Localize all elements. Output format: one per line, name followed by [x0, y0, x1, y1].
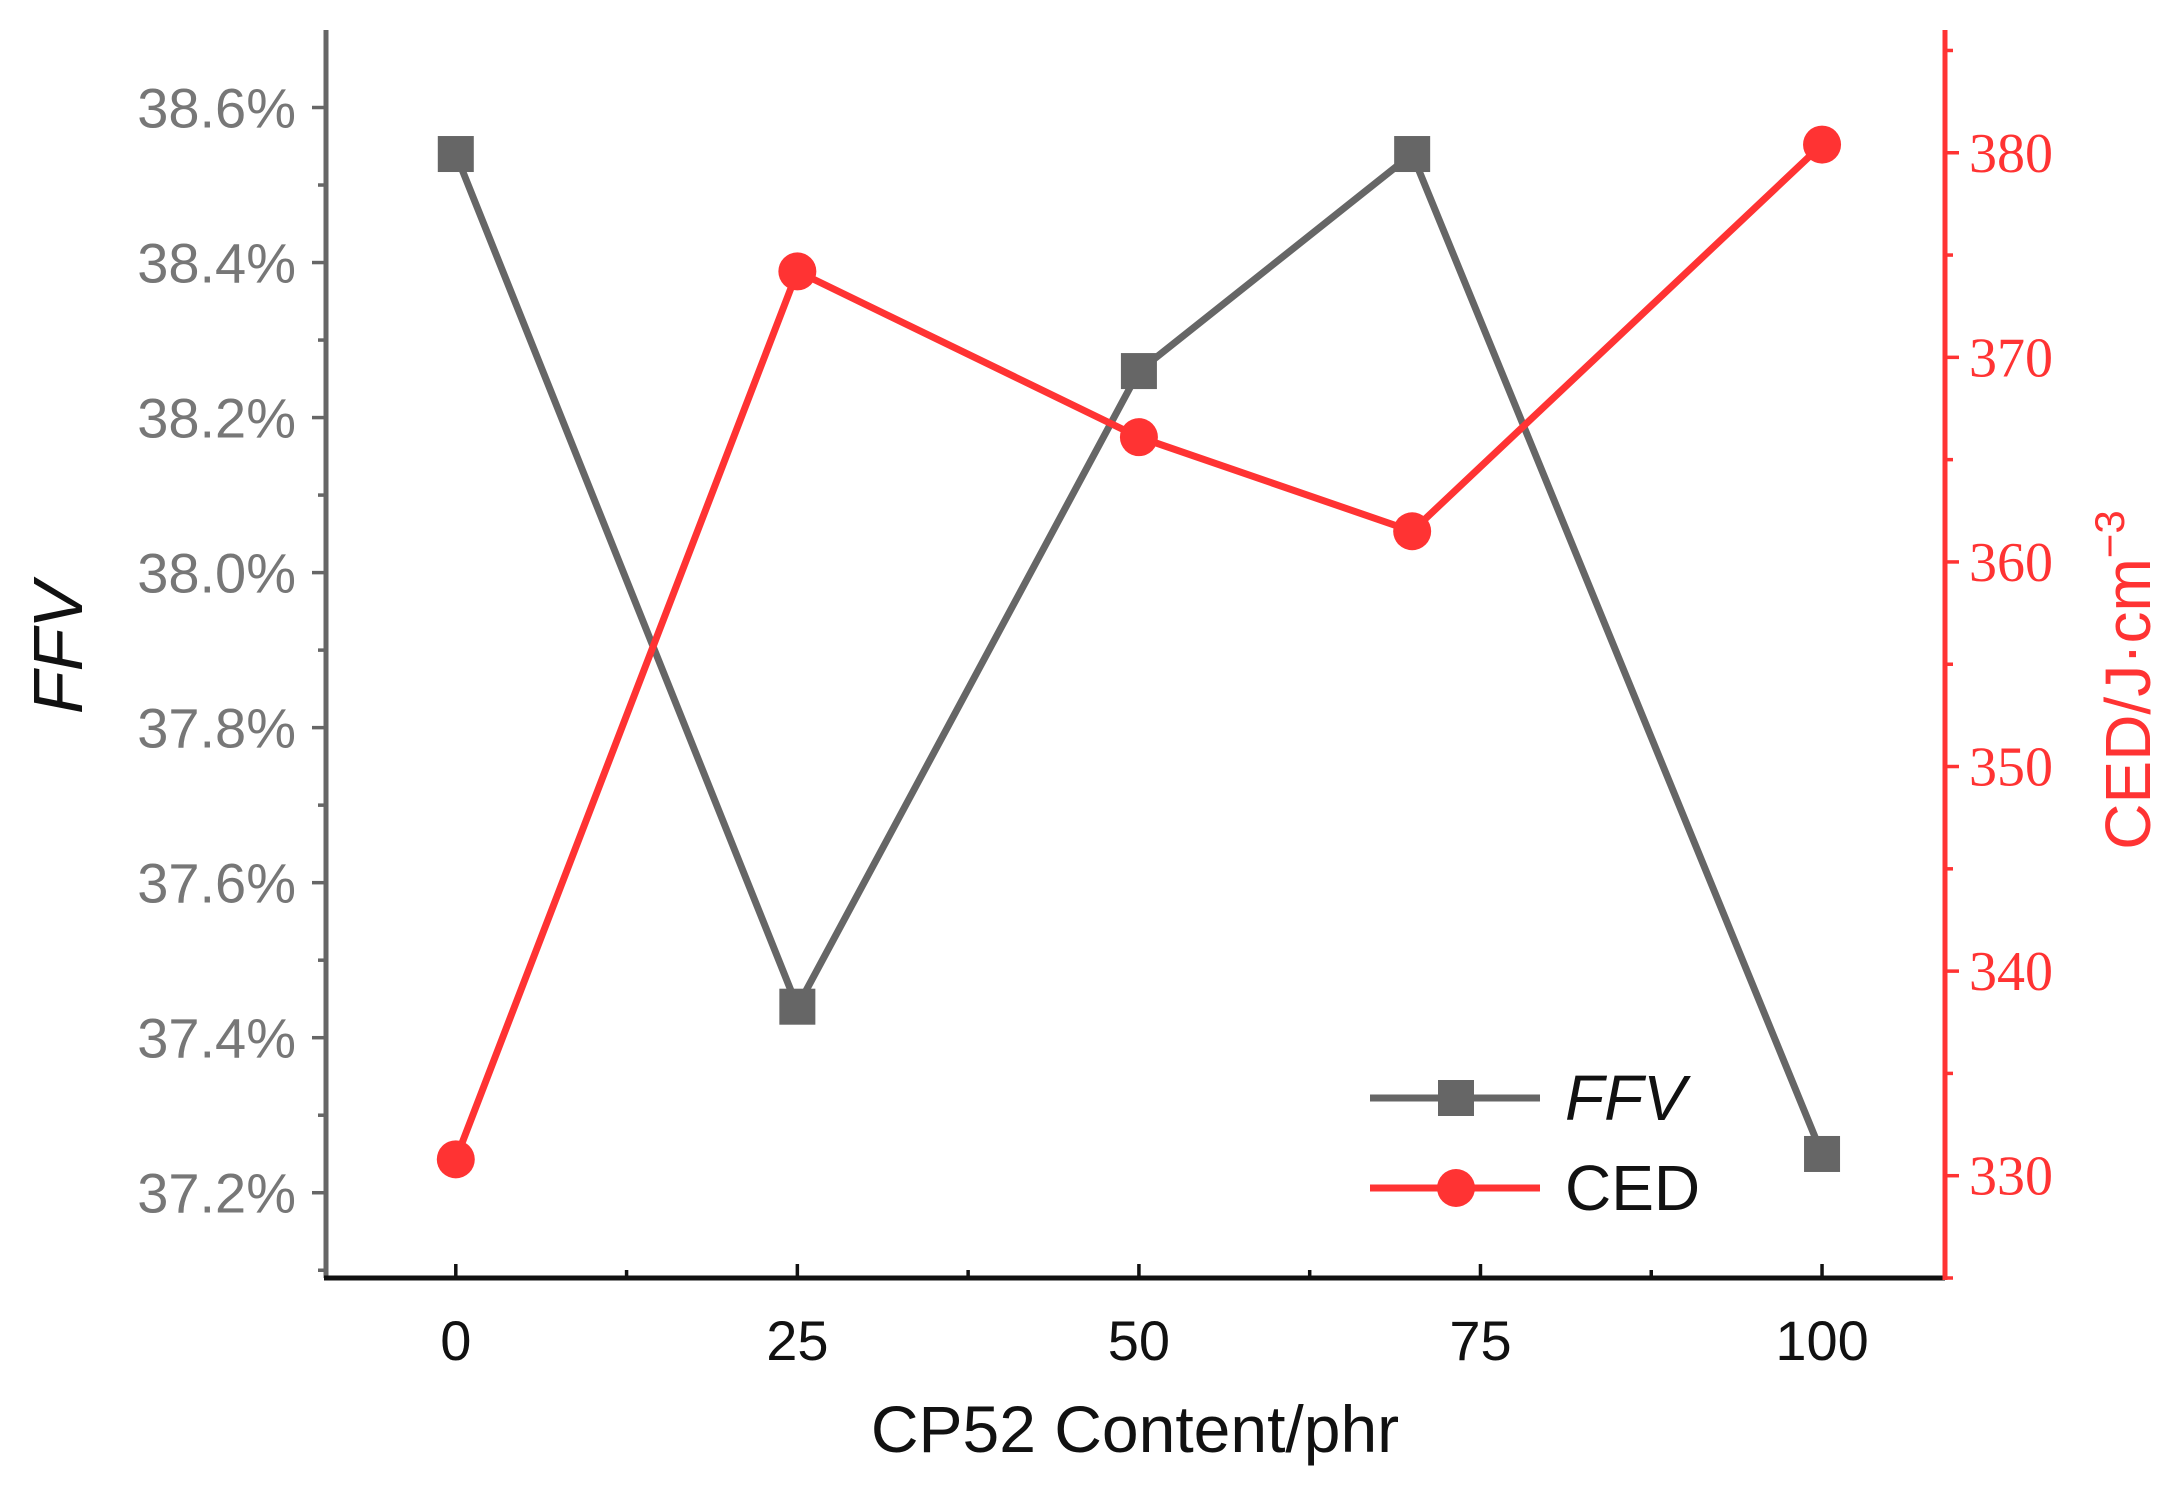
- y2-axis-title-sup: −3: [2086, 510, 2133, 558]
- point-ced: [1803, 125, 1842, 164]
- point-ced: [778, 252, 817, 291]
- left-axis-ticks: 37.2% 37.4% 37.6% 37.8% 38.0% 38.2% 38.4% 38.6%: [137, 77, 326, 1272]
- point-ced: [1119, 418, 1158, 457]
- series-line-ffv: [452, 148, 1826, 1156]
- y2-axis-title-main: CED/J·cm: [2092, 558, 2164, 850]
- x-axis-title: CP52 Content/phr: [871, 1392, 1399, 1466]
- point-ffv: [1804, 1135, 1841, 1172]
- y-tick-label: 38.6%: [137, 77, 296, 140]
- point-ffv: [1120, 353, 1157, 390]
- y-tick-label: 37.8%: [137, 697, 296, 760]
- point-ffv: [779, 988, 816, 1025]
- x-tick-label: 25: [766, 1309, 828, 1372]
- y2-axis-title: CED/J·cm−3: [2086, 510, 2164, 849]
- y2-tick-label: 360: [1969, 532, 2053, 594]
- y2-tick-label: 370: [1969, 327, 2053, 389]
- legend-ced-marker: [1437, 1169, 1475, 1207]
- y-tick-label: 38.0%: [137, 542, 296, 605]
- y-tick-label: 38.2%: [137, 387, 296, 450]
- legend-ffv-marker: [1438, 1080, 1474, 1116]
- y-tick-label: 37.2%: [137, 1162, 296, 1225]
- x-tick-label: 100: [1775, 1309, 1868, 1372]
- x-tick-label: 75: [1449, 1309, 1511, 1372]
- point-ffv: [1394, 136, 1431, 173]
- point-ced: [1393, 512, 1432, 551]
- bottom-axis-ticks: 0 25 50 75 100: [440, 1264, 1869, 1372]
- point-ffv: [437, 136, 474, 173]
- y2-tick-label: 350: [1969, 737, 2053, 799]
- y2-tick-label: 340: [1969, 941, 2053, 1003]
- right-axis-ticks: 330 340 350 360 370 380: [1945, 48, 2053, 1280]
- y2-tick-label: 330: [1969, 1146, 2053, 1208]
- x-tick-label: 50: [1108, 1309, 1170, 1372]
- legend-ffv-label: FFV: [1565, 1062, 1691, 1134]
- series-markers: [436, 125, 1842, 1179]
- legend-ced-label: CED: [1565, 1152, 1700, 1224]
- legend: FFV CED: [1370, 1062, 1700, 1224]
- y-tick-label: 37.4%: [137, 1007, 296, 1070]
- y2-tick-label: 380: [1969, 123, 2053, 185]
- x-tick-label: 0: [440, 1309, 471, 1372]
- y-tick-label: 37.6%: [137, 852, 296, 915]
- y-tick-label: 38.4%: [137, 232, 296, 295]
- series-lines: [452, 142, 1826, 1161]
- point-ced: [436, 1140, 475, 1179]
- y-axis-title: FFV: [19, 576, 97, 715]
